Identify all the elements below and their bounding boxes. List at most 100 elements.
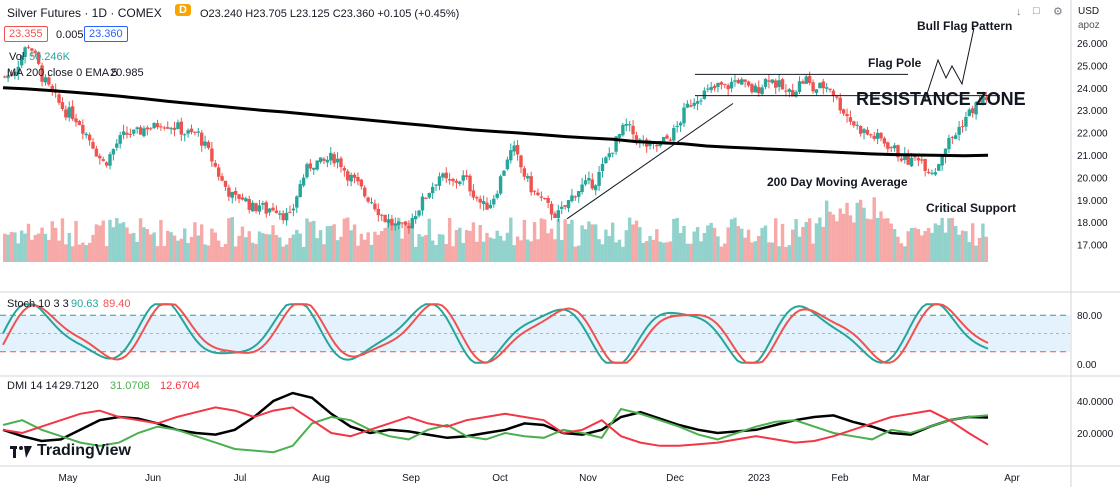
ohlc-readout: O23.240 H23.705 L23.125 C23.360 +0.105 (… bbox=[200, 8, 460, 20]
maximize-icon[interactable]: □ bbox=[1033, 5, 1040, 17]
volume-bar bbox=[505, 232, 510, 262]
candle-body bbox=[203, 141, 207, 146]
candle-body bbox=[478, 198, 482, 203]
candle-body bbox=[580, 184, 584, 193]
candle-body bbox=[984, 97, 989, 100]
volume-bar bbox=[159, 219, 163, 262]
candle-body bbox=[512, 145, 516, 152]
candle-body bbox=[492, 198, 496, 205]
candle-body bbox=[509, 150, 513, 161]
candle-body bbox=[981, 96, 985, 103]
exchange-badge-icon[interactable]: D bbox=[175, 4, 191, 16]
bid-price[interactable]: 23.355 bbox=[4, 26, 48, 42]
candle-body bbox=[451, 178, 455, 182]
volume-bar bbox=[872, 197, 876, 262]
candle-body bbox=[308, 163, 313, 169]
volume-bar bbox=[689, 243, 693, 262]
symbol-title: Silver Futures · 1D · COMEX bbox=[7, 6, 162, 20]
candle-body bbox=[522, 168, 527, 177]
candle-body bbox=[624, 124, 628, 126]
volume-bar bbox=[594, 224, 598, 262]
dmi-plus-line bbox=[2, 407, 989, 454]
price-tick-label: 23.000 bbox=[1077, 106, 1108, 117]
currency-label[interactable]: USD bbox=[1078, 6, 1100, 17]
volume-bar bbox=[468, 230, 472, 262]
dmi-panel bbox=[2, 391, 989, 454]
candle-body bbox=[271, 207, 275, 211]
dmi-adx-line bbox=[2, 391, 989, 443]
volume-bar bbox=[869, 219, 873, 262]
candle-body bbox=[23, 47, 27, 57]
candle-body bbox=[60, 102, 65, 110]
volume-bar bbox=[301, 246, 306, 262]
volume-bar bbox=[257, 231, 262, 262]
candle-body bbox=[155, 123, 160, 128]
volume-bar bbox=[981, 223, 985, 262]
candle-body bbox=[974, 102, 978, 115]
volume-bar bbox=[437, 234, 442, 262]
candle-body bbox=[896, 145, 900, 158]
spread-value: 0.005 bbox=[56, 29, 84, 41]
candle-body bbox=[407, 225, 411, 229]
scale-mode-label[interactable]: apoz bbox=[1078, 20, 1100, 31]
candle-body bbox=[797, 81, 802, 92]
candle-body bbox=[458, 181, 462, 185]
candle-body bbox=[244, 198, 248, 202]
volume-bar bbox=[903, 246, 907, 262]
tradingview-logo[interactable]: TradingView bbox=[10, 442, 131, 460]
volume-bar bbox=[81, 242, 85, 262]
candle-body bbox=[9, 74, 14, 77]
candle-body bbox=[838, 97, 842, 111]
candle-body bbox=[301, 177, 306, 186]
candle-body bbox=[631, 125, 635, 135]
settings-icon[interactable]: ⚙ bbox=[1053, 6, 1063, 18]
candle-body bbox=[332, 154, 336, 164]
volume-bar bbox=[132, 232, 136, 262]
volume-bar bbox=[244, 237, 248, 262]
candle-body bbox=[70, 106, 75, 120]
volume-bar bbox=[828, 211, 832, 262]
candle-body bbox=[818, 82, 822, 89]
volume-bar bbox=[434, 244, 438, 262]
candle-body bbox=[824, 87, 829, 89]
volume-bar bbox=[84, 245, 88, 262]
candle-body bbox=[288, 211, 292, 213]
candle-body bbox=[322, 158, 326, 161]
volume-bar bbox=[509, 217, 513, 262]
volume-bar bbox=[950, 217, 955, 262]
volume-bar bbox=[740, 228, 744, 262]
volume-bar bbox=[519, 240, 523, 262]
volume-bar bbox=[923, 230, 927, 262]
volume-value: 50.246K bbox=[29, 51, 70, 63]
candle-body bbox=[315, 160, 319, 170]
stoch-d-line bbox=[2, 303, 989, 364]
volume-bar bbox=[971, 223, 975, 262]
month-tick-label: Oct bbox=[492, 473, 508, 484]
candle-body bbox=[753, 85, 758, 93]
candle-body bbox=[400, 222, 404, 224]
volume-bar bbox=[104, 246, 109, 262]
candle-body bbox=[132, 129, 136, 134]
volume-bar bbox=[960, 230, 965, 262]
ask-price[interactable]: 23.360 bbox=[84, 26, 128, 42]
volume-bar bbox=[577, 245, 581, 262]
arrow-down-icon[interactable]: ↓ bbox=[1016, 6, 1022, 18]
volume-bar bbox=[526, 239, 530, 262]
candle-body bbox=[43, 77, 48, 83]
volume-bar bbox=[441, 234, 445, 262]
volume-bar bbox=[233, 246, 238, 262]
candle-body bbox=[923, 158, 927, 171]
candle-body bbox=[590, 179, 595, 189]
candle-body bbox=[695, 101, 700, 104]
volume-bar bbox=[335, 240, 340, 262]
candle-body bbox=[135, 127, 139, 130]
candle-body bbox=[556, 210, 561, 219]
volume-bar bbox=[573, 246, 578, 262]
volume-bar bbox=[43, 233, 48, 262]
volume-bar bbox=[464, 230, 469, 262]
volume-bar bbox=[797, 236, 802, 262]
volume-bar bbox=[230, 217, 234, 262]
volume-bar bbox=[502, 240, 506, 262]
volume-bar bbox=[644, 241, 649, 262]
